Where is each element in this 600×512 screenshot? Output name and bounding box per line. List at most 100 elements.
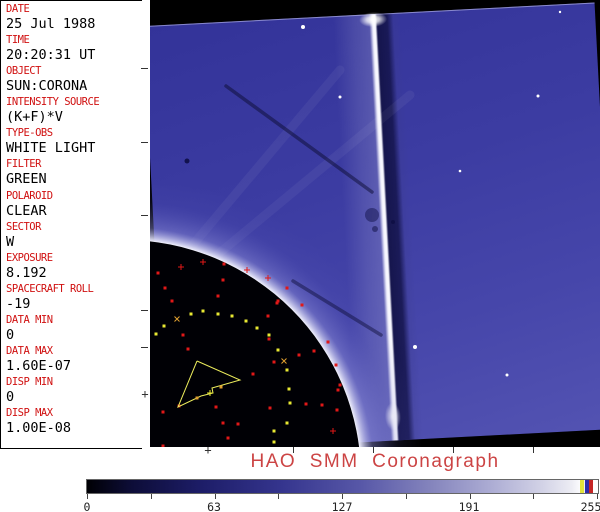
red-plus-mark <box>330 428 336 434</box>
red-fiducial-dot <box>268 406 272 410</box>
marks-layer <box>154 10 562 447</box>
red-plus-mark <box>265 275 271 281</box>
metadata-value: 0 <box>6 389 15 406</box>
yellow-fiducial-dot <box>276 348 280 352</box>
colorbar-tick <box>342 494 343 499</box>
colorbar-tick-label: 127 <box>331 500 353 512</box>
red-fiducial-dot <box>300 303 304 307</box>
yellow-fiducial-dot <box>201 309 205 313</box>
metadata-label: DATA MAX <box>6 345 53 358</box>
colorbar-tick <box>597 494 598 499</box>
yellow-fiducial-dot <box>267 333 271 337</box>
metadata-value: -19 <box>6 295 31 312</box>
metadata-field: DISP MIN 0 <box>1 376 142 407</box>
metadata-field: EXPOSURE 8.192 <box>1 252 142 283</box>
metadata-value: (K+F)*V <box>6 109 63 126</box>
yellow-fiducial-dot <box>272 440 276 444</box>
colorbar-tick <box>150 494 152 499</box>
star-speck <box>505 373 509 377</box>
metadata-label: SPACECRAFT ROLL <box>6 282 94 295</box>
star-speck <box>301 25 305 29</box>
red-fiducial-dot <box>276 299 280 303</box>
metadata-value: 8.192 <box>6 264 47 281</box>
orange-x-mark <box>174 316 180 322</box>
yellow-fiducial-dot <box>272 429 276 433</box>
red-fiducial-dot <box>222 262 226 266</box>
metadata-value: GREEN <box>6 171 47 188</box>
left-axis-tick <box>141 142 148 143</box>
metadata-field: POLAROID CLEAR <box>1 190 142 221</box>
red-fiducial-dot <box>334 363 338 367</box>
left-axis-tick <box>141 347 148 348</box>
metadata-field: DATE 25 Jul 1988 <box>1 3 142 34</box>
red-plus-mark <box>244 267 250 273</box>
polygon-vertex-dot <box>195 396 199 400</box>
red-fiducial-dot <box>335 408 339 412</box>
red-fiducial-dot <box>221 421 225 425</box>
polygon-vertex-dot <box>219 385 223 389</box>
red-fiducial-dot <box>297 353 301 357</box>
metadata-label: INTENSITY SOURCE <box>6 96 100 109</box>
metadata-panel: DATE 25 Jul 1988 TIME 20:20:31 UT OBJECT SUN:… <box>0 0 142 449</box>
metadata-label: DISP MIN <box>6 376 53 389</box>
red-fiducial-dot <box>170 299 174 303</box>
metadata-value: 1.00E-08 <box>6 420 72 437</box>
bottom-axis-tick <box>533 447 534 453</box>
metadata-field: SECTOR W <box>1 221 142 252</box>
metadata-label: EXPOSURE <box>6 251 53 264</box>
bottom-axis-tick <box>293 447 294 453</box>
metadata-label: SECTOR <box>6 220 41 233</box>
colorbar-tick-label: 255 <box>580 500 600 512</box>
dark-spot <box>184 158 190 164</box>
metadata-label: FILTER <box>6 158 41 171</box>
image-overlay <box>150 10 562 447</box>
red-fiducial-dot <box>266 314 270 318</box>
colorbar-tick <box>469 494 471 499</box>
metadata-value: CLEAR <box>6 202 47 219</box>
colorbar-tick <box>87 494 88 499</box>
metadata-value: WHITE LIGHT <box>6 140 96 157</box>
yellow-fiducial-dot <box>285 368 289 372</box>
metadata-value: 20:20:31 UT <box>6 47 96 64</box>
dark-spot <box>365 208 379 222</box>
metadata-label: DATA MIN <box>6 313 53 326</box>
left-axis-tick <box>141 215 148 216</box>
pylon-shadow-lower <box>291 279 383 337</box>
yellow-fiducial-dot <box>244 319 248 323</box>
metadata-label: OBJECT <box>6 65 41 78</box>
colorbar-tick <box>278 494 280 499</box>
colorbar-tick <box>405 494 407 499</box>
red-fiducial-dot <box>336 388 340 392</box>
metadata-value: SUN:CORONA <box>6 78 88 95</box>
star-speck <box>338 95 342 99</box>
bottom-axis-tick <box>373 447 374 453</box>
bottom-axis-plus-mark: + <box>204 443 212 457</box>
colorbar-tick-label: 191 <box>458 500 480 512</box>
red-fiducial-dot <box>320 403 324 407</box>
red-fiducial-dot <box>304 402 308 406</box>
red-fiducial-dot <box>267 337 271 341</box>
metadata-field: TYPE-OBS WHITE LIGHT <box>1 127 142 158</box>
intensity-colorbar <box>86 479 599 494</box>
metadata-value: 25 Jul 1988 <box>6 16 96 32</box>
star-speck <box>413 345 417 349</box>
orange-x-mark <box>281 358 287 364</box>
red-plus-mark <box>200 259 206 265</box>
red-fiducial-dot <box>251 372 255 376</box>
red-fiducial-dot <box>338 383 342 387</box>
coronagraph-image[interactable] <box>150 0 600 447</box>
yellow-fiducial-dot <box>154 332 158 336</box>
colorbar-tick-label: 0 <box>83 500 91 512</box>
metadata-field: SPACECRAFT ROLL -19 <box>1 283 142 314</box>
red-fiducial-dot <box>275 301 279 305</box>
red-fiducial-dot <box>236 422 240 426</box>
star-speck <box>458 169 462 173</box>
yellow-fiducial-dot <box>288 401 292 405</box>
metadata-field: DISP MAX 1.00E-08 <box>1 407 142 438</box>
star-speck <box>536 94 540 98</box>
metadata-label: TYPE-OBS <box>6 127 53 140</box>
red-fiducial-dot <box>161 410 165 414</box>
yellow-fiducial-dot <box>285 421 289 425</box>
red-fiducial-dot <box>163 286 167 290</box>
colorbar-tick-label: 63 <box>207 500 221 512</box>
